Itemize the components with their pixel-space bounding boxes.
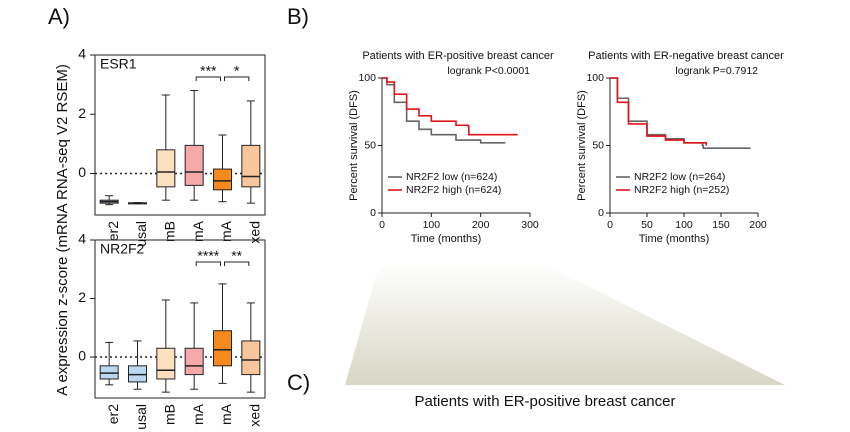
x-tick-label: 200 [472, 219, 490, 231]
y-tick-label: 0 [598, 207, 604, 219]
y-tick-label: 2 [78, 289, 86, 305]
y-tick-label: 50 [364, 139, 376, 151]
x-tick-label: xed [247, 221, 263, 244]
y-tick-label: 100 [358, 72, 376, 84]
x-tick-label: 300 [521, 219, 539, 231]
legend-label: NR2F2 high (n=252) [634, 184, 729, 196]
chart-title: NR2F2 [100, 241, 145, 257]
chart-title: ESR1 [100, 56, 137, 72]
survival-curve [382, 77, 518, 136]
chart-title: Patients with ER-negative breast cancer [588, 50, 784, 62]
x-tick-label: mB [162, 404, 178, 425]
x-tick-label: 0 [607, 219, 613, 231]
x-tick-label: mA [190, 220, 206, 242]
y-axis-label: Percent survival (DFS) [348, 90, 360, 201]
box [184, 144, 204, 186]
y-axis-label: A expression z-score (mRNA RNA-seq V2 RS… [54, 64, 71, 396]
x-tick-label: usal [133, 404, 149, 430]
box [241, 340, 261, 376]
sig-label: **** [197, 248, 219, 264]
legend-label: NR2F2 low (n=624) [406, 171, 497, 183]
box [213, 330, 232, 367]
x-axis-label: Time (months) [639, 233, 710, 245]
x-axis-label: Time (months) [411, 233, 482, 245]
box [184, 347, 204, 376]
y-tick-label: 100 [586, 72, 604, 84]
annotation: logrank P<0.0001 [447, 65, 530, 77]
y-tick-label: 4 [78, 231, 86, 247]
x-tick-label: 100 [675, 219, 693, 231]
annotation: logrank P=0.7912 [675, 65, 758, 77]
sig-label: * [234, 63, 240, 79]
y-tick-label: 50 [592, 139, 604, 151]
box [213, 168, 232, 191]
x-tick-label: mA [218, 403, 234, 425]
y-tick-label: 4 [78, 46, 86, 62]
survival-curve [382, 77, 506, 144]
panel-label: A) [48, 4, 70, 29]
sig-bracket [224, 76, 250, 81]
panel-label: B) [287, 4, 309, 29]
y-tick-label: 0 [370, 207, 376, 219]
sig-label: ** [231, 248, 242, 264]
y-tick-label: 0 [78, 164, 86, 180]
legend-label: NR2F2 high (n=624) [406, 184, 501, 196]
y-tick-label: 0 [78, 348, 86, 364]
x-tick-label: er2 [105, 221, 121, 241]
panel-title: Patients with ER-positive breast cancer [415, 393, 676, 410]
x-tick-label: er2 [105, 404, 121, 424]
sig-bracket [195, 76, 221, 81]
survival-curve [610, 77, 751, 149]
x-tick-label: xed [247, 404, 263, 427]
x-tick-label: 50 [641, 219, 653, 231]
x-tick-label: 150 [712, 219, 730, 231]
sig-bracket [224, 261, 250, 266]
plot-frame [94, 54, 266, 216]
zoom-shape [345, 262, 785, 385]
x-tick-label: 100 [423, 219, 441, 231]
x-tick-label: mB [162, 221, 178, 242]
legend-label: NR2F2 low (n=264) [634, 171, 725, 183]
y-axis-label: Percent survival (DFS) [576, 90, 588, 201]
sig-label: *** [200, 63, 217, 79]
x-tick-label: 0 [379, 219, 385, 231]
box [156, 347, 176, 380]
panel-label: C) [287, 370, 310, 395]
chart-title: Patients with ER-positive breast cancer [362, 50, 554, 62]
survival-curve [610, 77, 707, 146]
sig-bracket [195, 261, 221, 266]
plot-frame [94, 239, 266, 399]
x-tick-label: 200 [749, 219, 767, 231]
x-tick-label: mA [190, 403, 206, 425]
y-tick-label: 2 [78, 105, 86, 121]
box [241, 144, 261, 188]
x-tick-label: mA [218, 220, 234, 242]
box [156, 149, 176, 188]
